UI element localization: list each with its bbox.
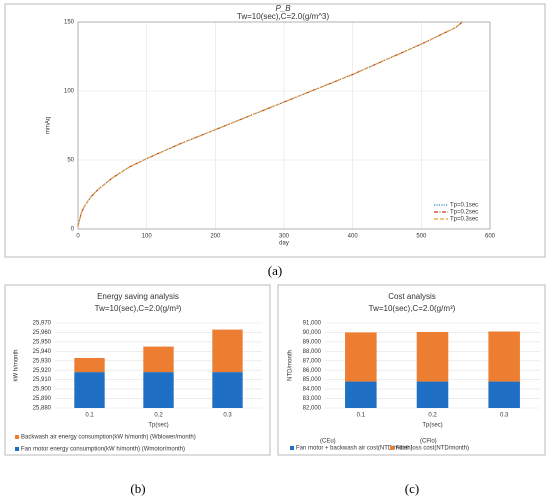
- caption: (c): [405, 481, 419, 496]
- y-tick-label: 50: [67, 158, 74, 164]
- bar-segment: [74, 372, 105, 408]
- legend-note: (CFlo): [420, 439, 437, 445]
- x-axis-label: Tp(sec): [148, 423, 168, 429]
- legend-swatch: [290, 446, 294, 450]
- y-tick-label: 25,880: [33, 406, 52, 412]
- y-tick-label: 88,000: [303, 349, 322, 355]
- chart-subtitle: Tw=10(sec),C=2.0(g/m³): [369, 304, 456, 313]
- series-line: [77, 21, 463, 227]
- y-tick-label: 25,890: [33, 396, 52, 402]
- y-tick-label: 91,000: [303, 321, 322, 327]
- y-tick-label: 25,960: [33, 330, 52, 336]
- y-tick-label: 90,000: [303, 330, 322, 336]
- chart-subtitle: Tw=10(sec),C=2.0(g/m³): [95, 304, 182, 313]
- y-axis-label: NTD/month: [288, 350, 294, 381]
- plot-frame: [77, 21, 491, 230]
- y-tick-label: 85,000: [303, 377, 322, 383]
- bar-segment: [143, 372, 174, 408]
- legend-label: Tp=0.3sec: [450, 217, 478, 223]
- chart-title: P_B: [275, 4, 291, 13]
- y-tick-label: 83,000: [303, 396, 322, 402]
- x-tick-label: 100: [142, 234, 153, 240]
- y-tick-label: 25,930: [33, 358, 52, 364]
- legend-box: [432, 201, 488, 209]
- y-tick-label: 25,910: [33, 377, 52, 383]
- x-tick-label: 500: [416, 234, 427, 240]
- y-tick-label: 87,000: [303, 358, 322, 364]
- chart-title: Energy saving analysis: [97, 292, 179, 301]
- legend-swatch: [390, 446, 394, 450]
- y-tick-label: 0: [71, 227, 75, 233]
- bar-segment: [74, 357, 105, 373]
- legend-note: (CEu): [320, 439, 336, 445]
- bar-segment: [416, 331, 449, 382]
- bar-segment: [416, 381, 449, 408]
- legend-swatch: [15, 447, 19, 451]
- legend-swatch: [15, 435, 19, 439]
- legend-box: [432, 215, 488, 223]
- y-tick-label: 84,000: [303, 387, 322, 393]
- chart-title: Cost analysis: [388, 292, 436, 301]
- legend-label: Tp=0.2sec: [450, 210, 478, 216]
- y-axis-label: kW h/month: [14, 349, 20, 381]
- bar-segment: [488, 381, 520, 408]
- x-tick-label: 0.3: [500, 413, 509, 419]
- x-tick-label: 400: [348, 234, 359, 240]
- x-tick-label: 200: [210, 234, 221, 240]
- y-tick-label: 86,000: [303, 368, 322, 374]
- y-tick-label: 82,000: [303, 406, 322, 412]
- x-tick-label: 0.1: [357, 413, 366, 419]
- caption: (b): [130, 481, 145, 496]
- y-tick-label: 25,900: [33, 387, 52, 393]
- x-tick-label: 0.3: [223, 413, 232, 419]
- x-tick-label: 600: [485, 234, 496, 240]
- x-tick-label: 0: [76, 234, 80, 240]
- bar-segment: [143, 346, 174, 373]
- y-tick-label: 25,970: [33, 321, 52, 327]
- legend-box: [432, 208, 488, 216]
- legend-label: Tp=0.1sec: [450, 203, 478, 209]
- legend-label: Fan motor + backwash air cost(NTD/month): [296, 446, 413, 452]
- x-tick-label: 300: [279, 234, 290, 240]
- legend-label: Fan motor energy consumption(kW h/month)…: [21, 447, 185, 453]
- y-axis-label: mmAq: [46, 117, 52, 134]
- bar-segment: [212, 372, 243, 408]
- bar-segment: [488, 331, 520, 382]
- x-axis-label: Tp(sec): [422, 423, 442, 429]
- y-tick-label: 89,000: [303, 339, 322, 345]
- y-tick-label: 150: [64, 20, 75, 26]
- bar-segment: [345, 381, 377, 408]
- x-tick-label: 0.2: [428, 413, 437, 419]
- y-tick-label: 100: [64, 89, 75, 95]
- x-tick-label: 0.1: [85, 413, 94, 419]
- bar-segment: [212, 329, 243, 373]
- chart-subtitle: Tw=10(sec),C=2.0(g/m^3): [237, 12, 330, 21]
- x-axis-label: day: [279, 241, 289, 247]
- y-tick-label: 25,940: [33, 349, 52, 355]
- y-tick-label: 25,950: [33, 339, 52, 345]
- legend-label: Filter loss cost(NTD/month): [396, 446, 469, 452]
- bar-segment: [345, 332, 377, 382]
- legend-label: Backwash air energy consumption(kW h/mon…: [21, 435, 196, 441]
- y-tick-label: 25,920: [33, 368, 52, 374]
- caption: (a): [268, 263, 282, 278]
- x-tick-label: 0.2: [154, 413, 163, 419]
